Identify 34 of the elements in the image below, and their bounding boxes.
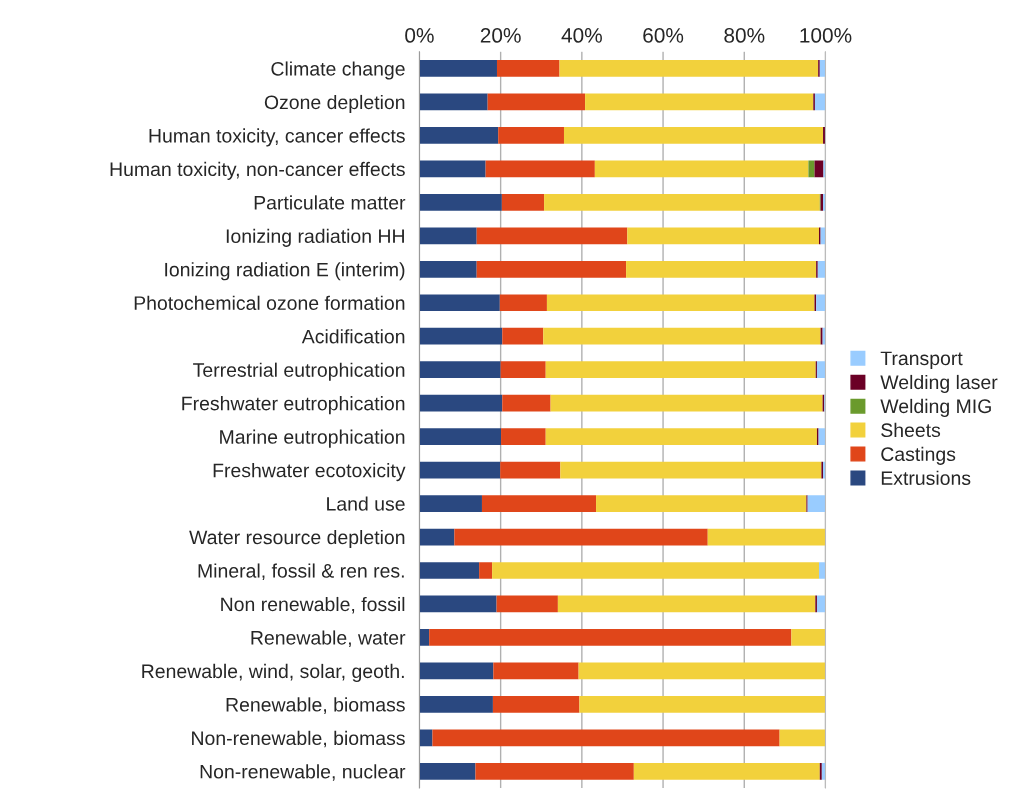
y-tick-label: Freshwater eutrophication	[182, 396, 405, 415]
y-tick-label: Human toxicity, cancer effects	[149, 128, 405, 147]
y-tick-label: Ozone depletion	[264, 94, 405, 114]
y-tick-label: Renewable, biomass	[226, 697, 405, 714]
y-tick-label: Acidification	[301, 329, 405, 344]
y-tick-label: Ionizing radiation E (interim)	[165, 262, 405, 281]
legend-label: Welding laser	[880, 374, 998, 394]
y-tick-label: Photochemical ozone formation	[134, 295, 405, 310]
legend-label: Sheets	[881, 422, 941, 438]
y-tick-label: Non-renewable, biomass	[192, 730, 405, 748]
y-tick-label: Mineral, fossil & ren res.	[198, 563, 404, 581]
x-tick-label: 40%	[561, 28, 602, 43]
x-tick-label: 80%	[724, 28, 765, 43]
y-tick-label: Water resource depletion	[189, 529, 405, 549]
y-tick-label: Non renewable, fossil	[221, 596, 405, 614]
y-tick-label: Marine eutrophication	[220, 429, 405, 448]
y-tick-label: Freshwater ecotoxicity	[213, 463, 406, 482]
y-tick-label: Climate change	[271, 61, 405, 80]
x-tick-label: 60%	[643, 28, 684, 43]
y-tick-label: Human toxicity, non-cancer effects	[110, 161, 405, 180]
legend-label: Extrusions	[881, 470, 971, 486]
y-tick-label: Terrestrial eutrophication	[193, 362, 405, 381]
legend-label: Welding MIG	[880, 398, 991, 417]
legend-label: Castings	[881, 446, 956, 465]
x-tick-label: 100%	[800, 28, 852, 43]
y-tick-label: Renewable, wind, solar, geoth.	[142, 663, 404, 682]
y-tick-label: Land use	[327, 496, 405, 511]
x-tick-label: 0%	[405, 28, 434, 43]
y-tick-label: Non-renewable, nuclear	[200, 764, 406, 781]
legend-label: Transport	[880, 351, 963, 370]
y-tick-label: Ionizing radiation HH	[226, 228, 404, 247]
x-tick-label: 20%	[480, 28, 521, 43]
y-tick-label: Renewable, water	[251, 630, 406, 647]
y-tick-label: Particulate matter	[254, 195, 406, 210]
